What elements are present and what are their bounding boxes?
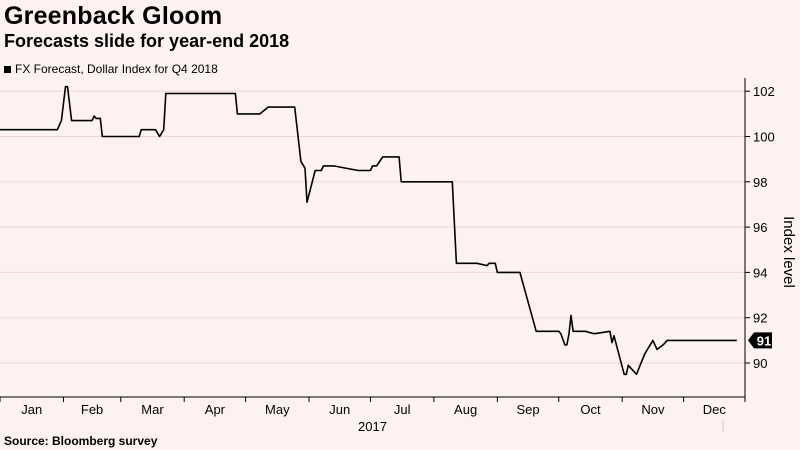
x-tick-label: Dec <box>703 402 727 417</box>
x-tick-label: Sep <box>516 402 539 417</box>
y-tick-label: 100 <box>753 130 775 145</box>
x-tick-label: Apr <box>205 402 226 417</box>
x-tick-label: Jul <box>394 402 411 417</box>
y-tick-label: 92 <box>753 311 767 326</box>
x-tick-label: Oct <box>580 402 601 417</box>
chart-subtitle: Forecasts slide for year-end 2018 <box>4 31 290 51</box>
legend: FX Forecast, Dollar Index for Q4 2018 <box>4 62 218 76</box>
x-tick-label: Feb <box>81 402 103 417</box>
y-axis-title: Index level <box>780 216 797 288</box>
x-axis-title: 2017 <box>358 419 387 434</box>
x-tick-label: Mar <box>141 402 164 417</box>
y-tick-label: 102 <box>753 84 775 99</box>
y-tick-label: 90 <box>753 356 767 371</box>
axes <box>0 78 750 432</box>
grid-lines <box>0 90 745 364</box>
legend-swatch <box>4 65 11 73</box>
source-note: Source: Bloomberg survey <box>4 434 158 448</box>
x-tick-label: Jun <box>329 402 350 417</box>
series <box>0 85 737 376</box>
x-tick-label: Aug <box>454 402 477 417</box>
x-tick-label: May <box>265 402 290 417</box>
y-tick-label: 96 <box>753 220 767 235</box>
x-tick-label: Jan <box>21 402 42 417</box>
chart-title: Greenback Gloom <box>4 2 223 30</box>
last-value-label: 91 <box>757 333 771 348</box>
y-tick-label: 98 <box>753 175 767 190</box>
labels: 90 92 94 96 98 100 102 Jan Feb Mar Apr May Jun Jul Aug… <box>21 84 797 434</box>
last-value-badge <box>748 332 772 349</box>
series-line <box>0 85 737 376</box>
y-tick-label: 94 <box>753 265 767 280</box>
x-tick-label: Nov <box>641 402 665 417</box>
legend-label: FX Forecast, Dollar Index for Q4 2018 <box>15 62 218 76</box>
